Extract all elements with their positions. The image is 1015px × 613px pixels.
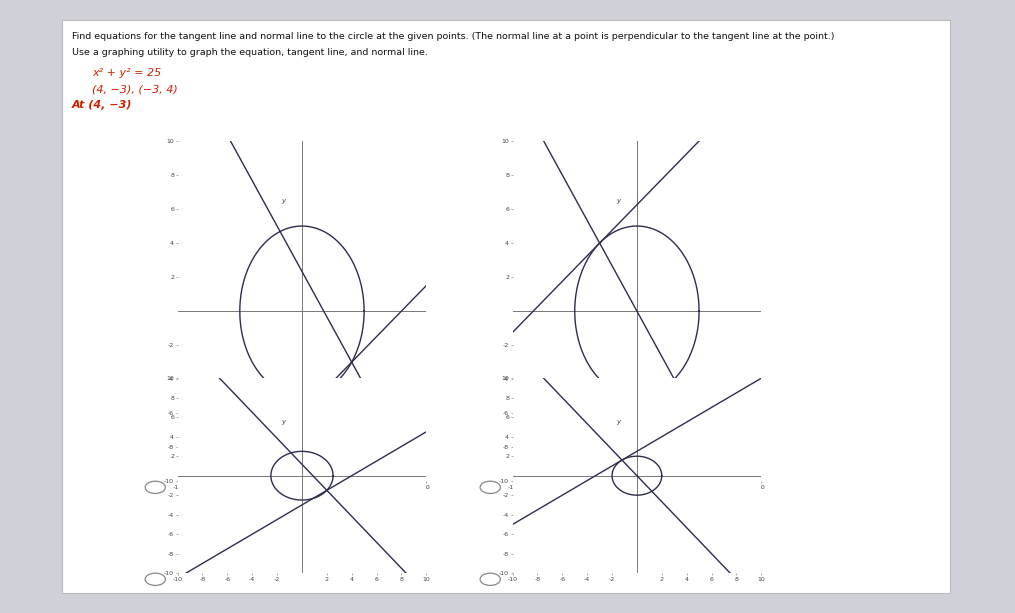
Text: At (4, −3): At (4, −3) (72, 100, 133, 110)
Text: y: y (281, 197, 285, 204)
Text: Find equations for the tangent line and normal line to the circle at the given p: Find equations for the tangent line and … (72, 32, 834, 41)
Text: x² + y² = 25: x² + y² = 25 (92, 68, 161, 78)
Text: y: y (616, 419, 620, 425)
Text: y: y (616, 197, 620, 204)
FancyBboxPatch shape (62, 20, 950, 593)
Text: Use a graphing utility to graph the equation, tangent line, and normal line.: Use a graphing utility to graph the equa… (72, 48, 428, 57)
Text: (4, −3), (−3, 4): (4, −3), (−3, 4) (92, 84, 178, 94)
Text: y: y (281, 419, 285, 425)
